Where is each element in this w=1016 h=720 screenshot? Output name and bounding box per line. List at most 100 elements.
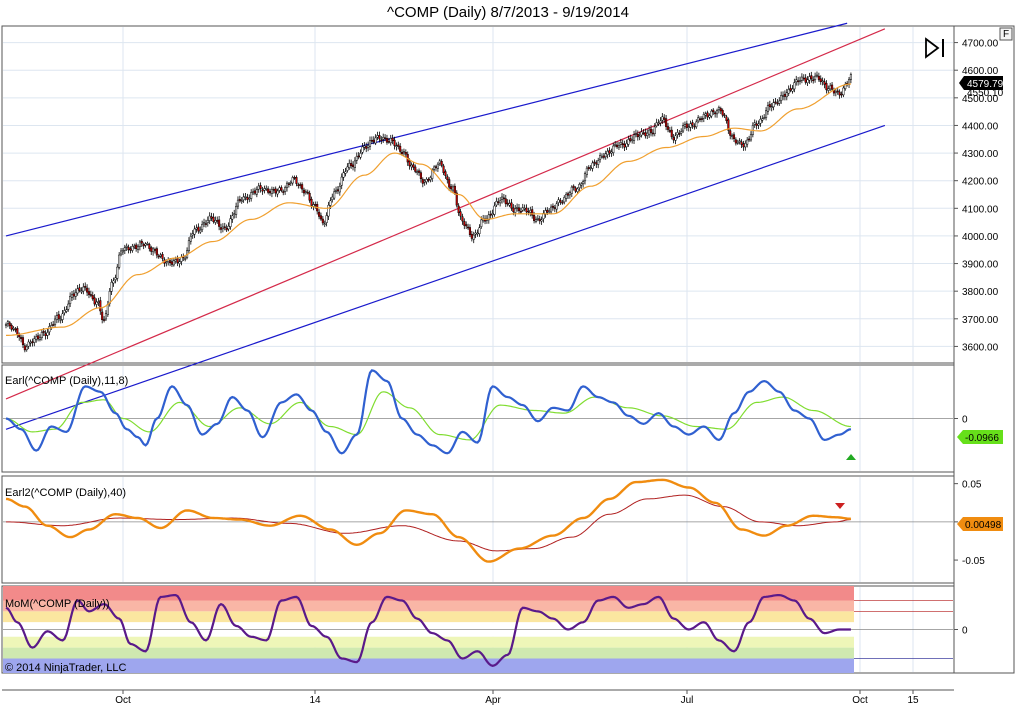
candle-body (517, 207, 521, 212)
candle-body (785, 92, 788, 98)
candle-body (731, 135, 734, 137)
candle-body (129, 248, 132, 251)
candle-body (610, 151, 613, 154)
candle-body (387, 141, 390, 143)
candle-body (712, 109, 715, 113)
candle-body (287, 183, 290, 185)
candle-body (144, 243, 147, 246)
candle-body (585, 167, 588, 175)
candle-body (340, 176, 343, 186)
candle-body (329, 200, 332, 206)
candle-body (646, 132, 649, 136)
candle-body (444, 171, 447, 176)
candle-body (74, 292, 77, 297)
candle-body (103, 319, 106, 321)
candle-body (781, 95, 785, 97)
candle-body (489, 214, 492, 216)
candle-body (344, 171, 347, 174)
candle-body (663, 117, 666, 120)
candle-body (169, 260, 172, 264)
candle-body (89, 294, 92, 296)
candle-body (693, 125, 696, 128)
candle-body (619, 142, 622, 145)
candle-body (408, 160, 411, 167)
candle-body (429, 177, 432, 181)
candle-body (600, 155, 604, 158)
candle-body (668, 130, 671, 132)
candle-body (423, 180, 426, 183)
candle-body (212, 216, 215, 222)
candle-body (399, 145, 402, 152)
candle-body (157, 255, 160, 258)
y-tick-label: 0.05 (962, 480, 982, 491)
candle-body (438, 160, 441, 164)
candle-body (582, 181, 585, 185)
indicator-lines (3, 369, 953, 667)
candle-body (536, 218, 539, 220)
candle-body (172, 260, 175, 266)
candle-body (499, 200, 502, 204)
candle-body (655, 122, 658, 127)
candle-body (497, 201, 500, 203)
candle-body (587, 167, 590, 169)
f-button[interactable] (999, 27, 1013, 41)
candle-body (170, 261, 174, 265)
candle-body (368, 140, 372, 147)
candle-body (621, 143, 624, 146)
candle-body (155, 248, 158, 256)
candle-body (527, 211, 530, 213)
candle-body (176, 258, 179, 263)
candle-body (61, 313, 64, 320)
candle-body (293, 177, 296, 179)
price-channel (5, 22, 886, 430)
candle-body (593, 161, 596, 164)
candle-body (199, 229, 202, 233)
candle-body (606, 150, 609, 156)
candle-body (259, 185, 262, 189)
candle-body (250, 192, 253, 199)
candle-body (436, 163, 439, 169)
candle-body (276, 190, 279, 195)
candle-body (174, 259, 177, 262)
y-tick-label: 3700.00 (962, 315, 999, 326)
candle-body (416, 171, 419, 174)
candle-body (53, 318, 57, 326)
candle-body (434, 166, 438, 168)
candle-body (412, 164, 415, 168)
candle-body (227, 226, 230, 230)
axis-frame (953, 25, 1015, 674)
candle-body (218, 219, 221, 227)
candle-body (116, 266, 119, 279)
candle-body (86, 287, 89, 293)
earl2-panel[interactable] (1, 475, 955, 584)
candle-body (653, 126, 656, 134)
candle-body (21, 337, 25, 346)
candle-body (351, 164, 355, 167)
y-tick-label: 4600.00 (962, 66, 999, 77)
candle-body (37, 335, 40, 340)
candle-body (131, 246, 134, 251)
candle-body (680, 131, 683, 134)
candle-body (732, 134, 736, 140)
candle-body (342, 172, 345, 178)
candle-body (734, 139, 737, 144)
candle-body (97, 301, 100, 303)
candle-body (221, 226, 224, 230)
candle-body (178, 261, 181, 264)
candle-body (568, 192, 571, 196)
candle-body (616, 144, 619, 148)
candle-body (691, 122, 694, 126)
candle-body (333, 191, 336, 199)
candle-body (255, 189, 258, 195)
candle-body (659, 120, 662, 124)
candle-body (138, 241, 141, 247)
candle-body (148, 244, 151, 249)
candle-body (253, 190, 257, 194)
ma-price-tag: 4550.10 (967, 88, 1004, 99)
candle-body (23, 345, 26, 351)
earl-value-label: -0.0966 (965, 433, 999, 444)
last-price-tag: 4579.79 (959, 76, 1004, 90)
play-pause-icon[interactable] (925, 37, 944, 59)
candle-body (267, 188, 270, 193)
